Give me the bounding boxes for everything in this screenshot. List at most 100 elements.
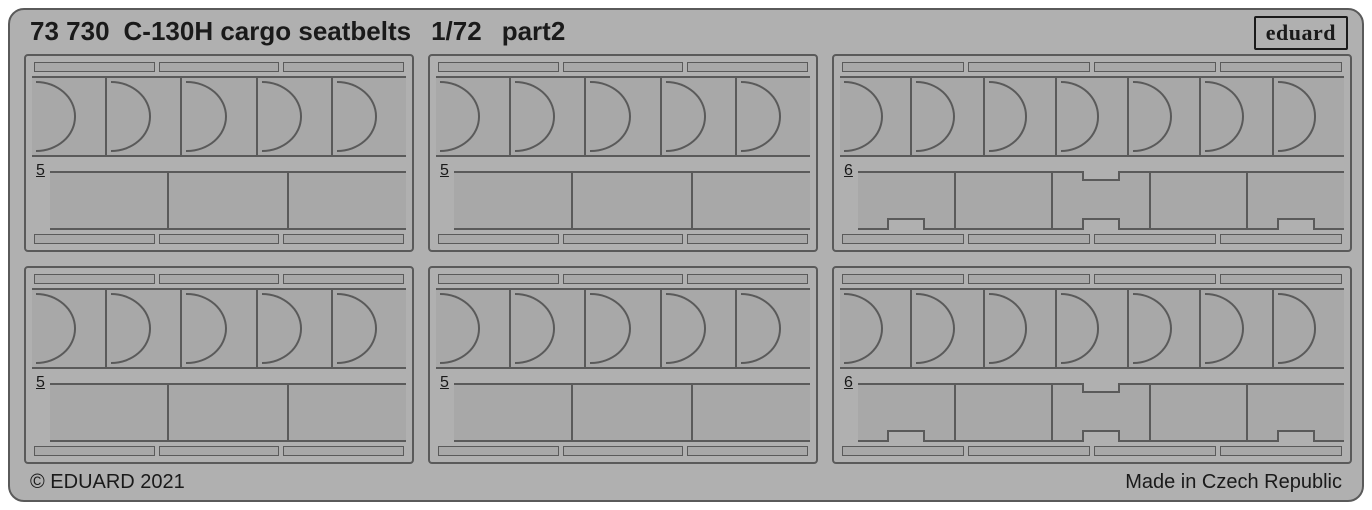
made-in: Made in Czech Republic bbox=[1125, 471, 1342, 494]
top-notch bbox=[1082, 383, 1120, 393]
rail-segment bbox=[968, 446, 1090, 456]
bottom-rail bbox=[842, 234, 1342, 244]
rail-segment bbox=[438, 274, 559, 284]
lower-slot bbox=[956, 173, 1054, 228]
seatback-arc bbox=[989, 81, 1028, 152]
lower-row bbox=[50, 171, 406, 230]
seatback-arc bbox=[440, 81, 480, 152]
seatback bbox=[1201, 78, 1273, 155]
rail-segment bbox=[1220, 62, 1342, 72]
lower-slot bbox=[289, 173, 406, 228]
seatback-arc bbox=[1133, 81, 1172, 152]
lower-row bbox=[858, 171, 1344, 230]
seatback-arc bbox=[1278, 81, 1317, 152]
rail-segment bbox=[687, 446, 808, 456]
seat-row bbox=[436, 288, 810, 369]
product-title: C-130H cargo seatbelts bbox=[124, 16, 412, 47]
rail-segment bbox=[1094, 446, 1216, 456]
rail-segment bbox=[159, 274, 280, 284]
seatback bbox=[258, 78, 333, 155]
lower-slot bbox=[1053, 385, 1151, 440]
brand-badge: eduard bbox=[1254, 16, 1348, 50]
top-notch bbox=[1082, 171, 1120, 181]
rail-segment bbox=[1220, 446, 1342, 456]
panel-number: 5 bbox=[36, 162, 45, 180]
rail-segment bbox=[1220, 274, 1342, 284]
panel-number: 5 bbox=[36, 374, 45, 392]
seatback bbox=[737, 78, 810, 155]
rail-segment bbox=[842, 274, 964, 284]
lower-slot bbox=[573, 385, 692, 440]
seatback bbox=[182, 290, 257, 367]
seatback bbox=[511, 290, 586, 367]
gap bbox=[436, 369, 810, 383]
seatback bbox=[333, 290, 406, 367]
bottom-rail bbox=[842, 446, 1342, 456]
seatback bbox=[1201, 290, 1273, 367]
lower-slot bbox=[1248, 385, 1344, 440]
seat-row bbox=[436, 76, 810, 157]
rail-segment bbox=[438, 446, 559, 456]
rail-segment bbox=[1220, 234, 1342, 244]
seatback-arc bbox=[741, 293, 781, 364]
seatback bbox=[737, 290, 810, 367]
product-part: part2 bbox=[502, 16, 566, 47]
seatback-arc bbox=[590, 81, 630, 152]
top-rail bbox=[842, 274, 1342, 284]
bottom-rail bbox=[34, 446, 404, 456]
rail-segment bbox=[283, 446, 404, 456]
seatback bbox=[1274, 78, 1344, 155]
seat-row bbox=[840, 288, 1344, 369]
seatback-arc bbox=[1133, 293, 1172, 364]
top-rail bbox=[34, 274, 404, 284]
bottom-rail bbox=[438, 446, 808, 456]
rail-segment bbox=[687, 274, 808, 284]
seatback bbox=[436, 78, 511, 155]
rail-segment bbox=[159, 62, 280, 72]
seatback-arc bbox=[666, 81, 706, 152]
lower-slot bbox=[573, 173, 692, 228]
seatbelt-panel: 5 bbox=[428, 266, 818, 464]
seatback bbox=[586, 290, 661, 367]
rail-segment bbox=[34, 234, 155, 244]
lower-row bbox=[454, 383, 810, 442]
seatback-arc bbox=[111, 293, 151, 364]
copyright: © EDUARD 2021 bbox=[30, 471, 185, 494]
seatback-arc bbox=[111, 81, 151, 152]
seatback-arc bbox=[337, 81, 377, 152]
lower-slot bbox=[858, 385, 956, 440]
gap bbox=[436, 157, 810, 171]
seatback-arc bbox=[1205, 293, 1244, 364]
panel-number: 6 bbox=[844, 162, 853, 180]
seatback bbox=[840, 78, 912, 155]
lower-row bbox=[858, 383, 1344, 442]
rail-segment bbox=[34, 446, 155, 456]
seat-row bbox=[840, 76, 1344, 157]
seatback-arc bbox=[186, 293, 226, 364]
rail-segment bbox=[968, 234, 1090, 244]
gap bbox=[32, 157, 406, 171]
seatback bbox=[662, 78, 737, 155]
bottom-rail bbox=[34, 234, 404, 244]
seatback-arc bbox=[844, 81, 883, 152]
seatback bbox=[333, 78, 406, 155]
rail-segment bbox=[34, 274, 155, 284]
rail-segment bbox=[563, 234, 684, 244]
gap bbox=[840, 369, 1344, 383]
seatback bbox=[985, 290, 1057, 367]
lower-slot bbox=[693, 385, 810, 440]
rail-segment bbox=[563, 274, 684, 284]
brand-text: eduard bbox=[1266, 20, 1336, 45]
lower-row bbox=[454, 171, 810, 230]
seatback-arc bbox=[989, 293, 1028, 364]
lower-slot bbox=[1053, 173, 1151, 228]
product-scale: 1/72 bbox=[431, 16, 482, 47]
rail-segment bbox=[968, 274, 1090, 284]
seatback-arc bbox=[515, 81, 555, 152]
seatback bbox=[107, 78, 182, 155]
rail-segment bbox=[1094, 274, 1216, 284]
seatback-arc bbox=[36, 81, 76, 152]
seatback-arc bbox=[186, 81, 226, 152]
rail-segment bbox=[1094, 234, 1216, 244]
seatback bbox=[32, 290, 107, 367]
